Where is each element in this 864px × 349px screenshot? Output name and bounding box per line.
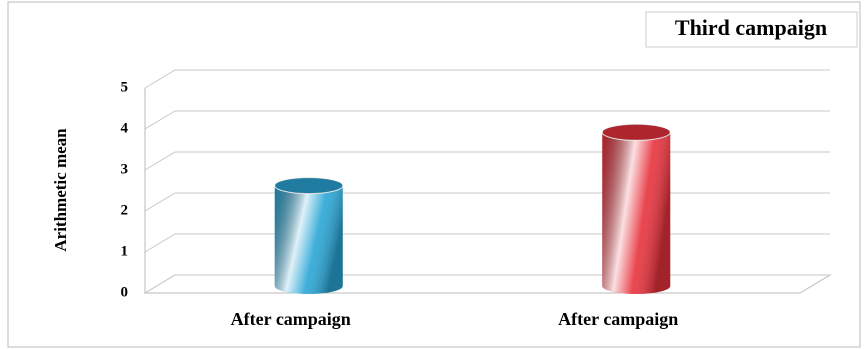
frame <box>7 1 861 348</box>
x-tick-label: After campaign <box>558 309 678 329</box>
chart-title: Third campaign <box>675 15 827 40</box>
y-tick-label: 5 <box>121 79 129 95</box>
floor <box>143 274 832 294</box>
grid-line <box>144 151 830 171</box>
bar-shading <box>602 132 671 294</box>
bar-top <box>274 177 344 195</box>
x-tick-label: After campaign <box>231 309 351 329</box>
bar-shading <box>274 185 343 294</box>
y-tick-label: 3 <box>121 161 129 177</box>
y-tick-label: 4 <box>121 120 129 136</box>
grid-line <box>144 110 830 130</box>
grid-line <box>144 233 830 253</box>
grid-line <box>144 192 830 212</box>
y-axis-title: Arithmetic mean <box>51 128 70 252</box>
title-box <box>645 11 858 48</box>
bar-top-shade <box>602 124 671 141</box>
bar-top <box>601 123 671 141</box>
y-tick-label: 1 <box>121 243 129 259</box>
bar-top-shade <box>274 177 343 194</box>
y-tick-label: 0 <box>121 284 129 300</box>
y-tick-label: 2 <box>121 202 129 218</box>
grid-line <box>144 69 830 89</box>
